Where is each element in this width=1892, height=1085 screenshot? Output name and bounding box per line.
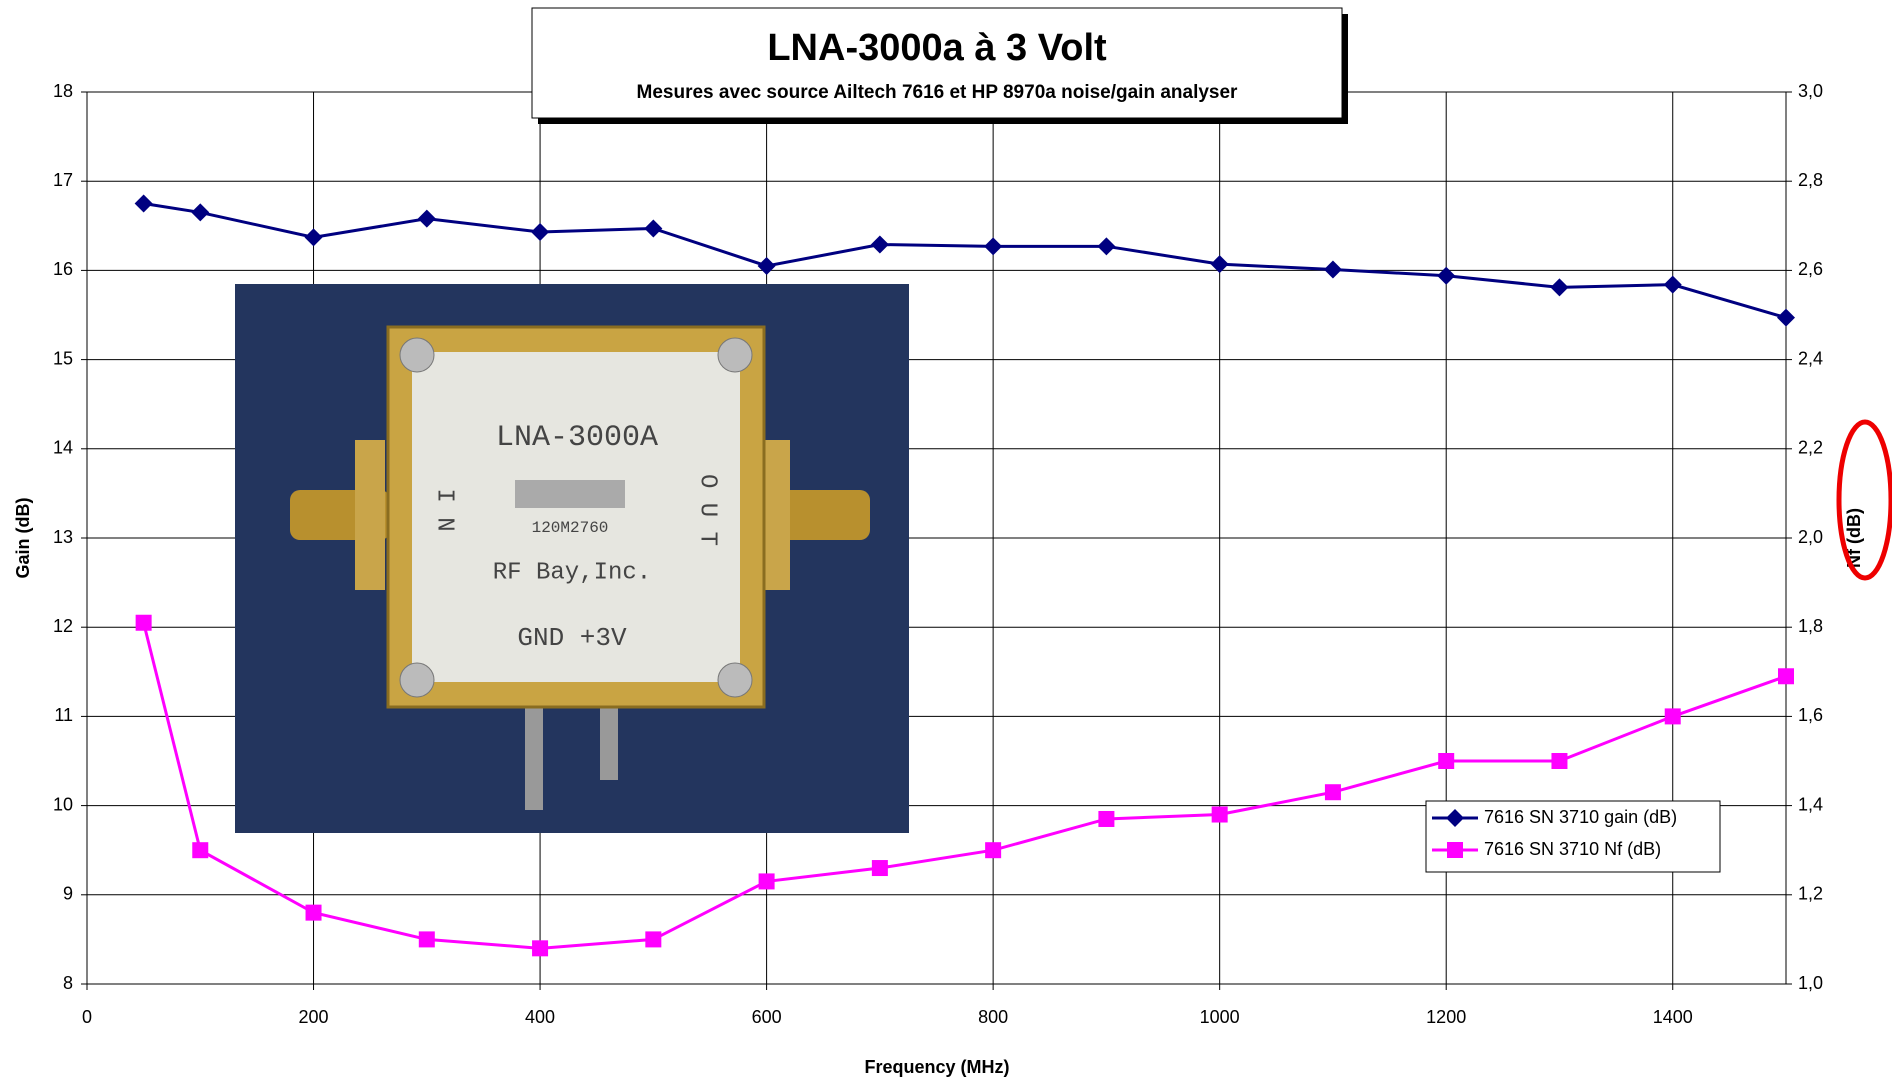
marker (1550, 278, 1569, 297)
marker (305, 904, 322, 921)
y-tick-label: 14 (53, 438, 73, 458)
y-tick-label: 10 (53, 794, 73, 814)
y-tick-label: 18 (53, 81, 73, 101)
marker (1551, 753, 1568, 769)
y-tick-label: 12 (53, 616, 73, 636)
marker (1210, 255, 1229, 274)
y2-tick-label: 3,0 (1798, 81, 1823, 101)
y2-tick-label: 2,8 (1798, 170, 1823, 190)
series-line (143, 202, 1787, 320)
y2-tick-label: 1,4 (1798, 794, 1823, 814)
marker (1438, 753, 1455, 769)
y2-tick-label: 2,4 (1798, 348, 1823, 368)
y2-tick-label: 1,0 (1798, 973, 1823, 993)
y-tick-label: 8 (63, 973, 73, 993)
x-tick-label: 600 (752, 1007, 782, 1027)
y2-tick-label: 2,6 (1798, 259, 1823, 279)
marker (757, 256, 776, 275)
marker (1663, 275, 1682, 294)
marker (1098, 810, 1115, 827)
marker (1323, 260, 1342, 279)
y2-tick-label: 2,2 (1798, 438, 1823, 458)
photo-pins: GND +3V (517, 623, 627, 653)
x-tick-label: 800 (978, 1007, 1008, 1027)
photo-in: I N (431, 488, 458, 531)
marker (1778, 668, 1794, 685)
marker (1097, 237, 1116, 256)
marker (870, 235, 889, 254)
series-line (142, 622, 1787, 950)
marker (871, 860, 888, 877)
marker (645, 931, 662, 948)
marker (135, 614, 152, 631)
marker (304, 228, 323, 247)
marker (418, 931, 435, 948)
marker (531, 223, 550, 242)
marker (1446, 809, 1464, 827)
legend (1425, 800, 1721, 873)
marker (1447, 842, 1463, 858)
chart-subtitle: Mesures avec source Ailtech 7616 et HP 8… (637, 82, 1239, 103)
highlight-ellipse (1836, 419, 1892, 581)
y-tick-label: 15 (53, 348, 73, 368)
marker (985, 842, 1002, 859)
x-tick-label: 0 (82, 1007, 92, 1027)
x-tick-label: 1200 (1426, 1007, 1466, 1027)
y-tick-label: 11 (54, 705, 73, 725)
chart-title: LNA-3000a à 3 Volt (767, 27, 1107, 69)
y-axis-title: Gain (dB) (13, 498, 33, 579)
marker (1664, 708, 1681, 725)
y-tick-label: 13 (53, 527, 73, 547)
y2-axis-title: Nf (dB) (1844, 508, 1864, 568)
x-tick-label: 400 (525, 1007, 555, 1027)
marker (1777, 308, 1795, 327)
marker (1324, 784, 1341, 801)
y2-tick-label: 1,2 (1798, 884, 1823, 904)
marker (1211, 806, 1228, 823)
marker (417, 209, 436, 228)
title-box (531, 7, 1343, 119)
marker (192, 842, 209, 859)
y2-tick-label: 1,8 (1798, 616, 1823, 636)
y-tick-label: 9 (63, 884, 73, 904)
photo-serial: 120M2760 (532, 519, 609, 537)
photo-model: LNA-3000A (496, 421, 658, 455)
inset-photo: LNA-3000A I N O U T 120M2760 RF Bay,Inc.… (235, 284, 909, 833)
legend-label: 7616 SN 3710 gain (dB) (1484, 807, 1677, 827)
y2-tick-label: 1,6 (1798, 705, 1823, 725)
marker (191, 203, 210, 222)
photo-out: O U T (694, 474, 721, 546)
marker (984, 237, 1003, 256)
marker (532, 940, 549, 957)
photo-maker: RF Bay,Inc. (493, 559, 651, 586)
x-tick-label: 200 (299, 1007, 329, 1027)
marker (134, 194, 153, 213)
x-tick-label: 1000 (1200, 1007, 1240, 1027)
x-axis-title: Frequency (MHz) (864, 1057, 1009, 1077)
y2-tick-label: 2,0 (1798, 527, 1823, 547)
x-tick-label: 1400 (1653, 1007, 1693, 1027)
y-tick-label: 16 (53, 259, 73, 279)
y-tick-label: 17 (53, 170, 73, 190)
marker (758, 873, 775, 890)
marker (1437, 266, 1456, 285)
marker (644, 219, 663, 238)
legend-label: 7616 SN 3710 Nf (dB) (1484, 839, 1661, 859)
